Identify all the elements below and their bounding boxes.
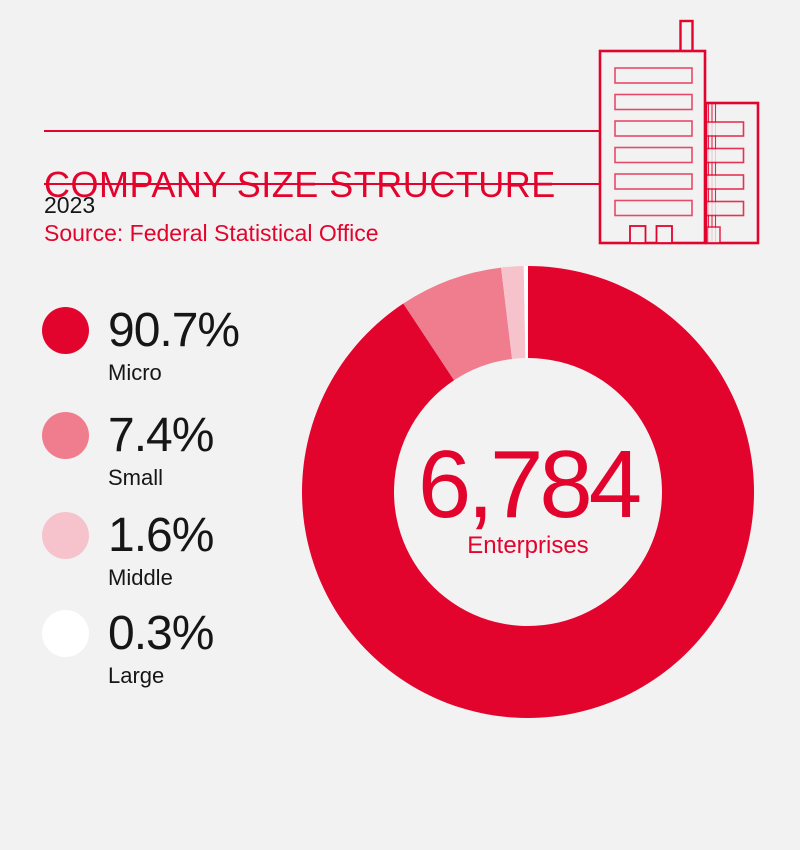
legend-value-large: 0.3% <box>108 607 214 660</box>
page-title: COMPANY SIZE STRUCTURE <box>44 164 556 206</box>
legend-item-large: 0.3% Large <box>42 607 214 688</box>
legend-label-micro: Micro <box>108 360 162 385</box>
donut-slice-large <box>523 266 528 359</box>
legend-swatch-middle <box>42 512 89 559</box>
legend-value-micro: 90.7% <box>108 304 240 357</box>
donut-chart <box>302 266 755 718</box>
office-buildings-icon <box>598 19 760 245</box>
legend-item-small: 7.4% Small <box>42 409 214 490</box>
enterprise-count: 6,784 <box>417 431 642 538</box>
enterprise-count-caption: Enterprises <box>467 532 589 559</box>
legend-swatch-micro <box>42 307 89 354</box>
legend-item-micro: 90.7% Micro <box>42 304 240 385</box>
legend-label-large: Large <box>108 663 165 688</box>
legend-label-middle: Middle <box>108 565 173 590</box>
legend-value-small: 7.4% <box>108 409 214 462</box>
year-label: 2023 <box>44 192 96 218</box>
title-rule-bottom <box>44 183 756 185</box>
donut-center-label: 6,784 Enterprises <box>398 431 658 559</box>
donut-slice-micro <box>302 266 755 718</box>
donut-slice-small <box>403 267 513 381</box>
legend-swatch-small <box>42 412 89 459</box>
legend-swatch-large <box>42 610 89 657</box>
legend-value-middle: 1.6% <box>108 509 214 562</box>
title-rule-top <box>44 130 756 132</box>
donut-slice-middle <box>501 266 526 359</box>
legend-item-middle: 1.6% Middle <box>42 509 214 590</box>
legend-label-small: Small <box>108 465 164 490</box>
source-label: Source: Federal Statistical Office <box>44 220 379 246</box>
